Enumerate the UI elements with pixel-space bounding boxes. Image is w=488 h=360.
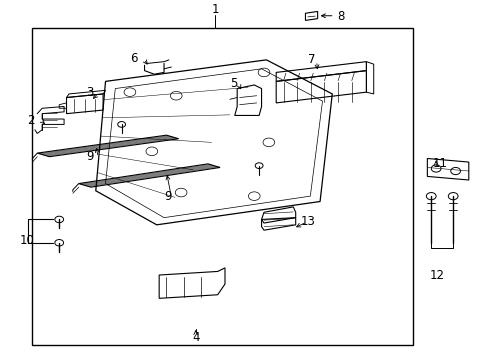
Text: 5: 5: [229, 77, 237, 90]
Text: 4: 4: [192, 330, 199, 343]
Text: 6: 6: [130, 51, 137, 64]
Text: 9: 9: [163, 190, 171, 203]
Text: 11: 11: [431, 157, 447, 170]
Text: 10: 10: [19, 234, 34, 247]
Text: 9: 9: [86, 150, 93, 163]
Text: 7: 7: [307, 53, 315, 66]
Bar: [32, 28, 412, 345]
Text: 13: 13: [300, 215, 315, 228]
Text: 1: 1: [211, 3, 219, 16]
Text: 8: 8: [336, 10, 344, 23]
Text: 3: 3: [86, 86, 93, 99]
Text: 12: 12: [429, 269, 444, 282]
Text: 2: 2: [27, 114, 35, 127]
